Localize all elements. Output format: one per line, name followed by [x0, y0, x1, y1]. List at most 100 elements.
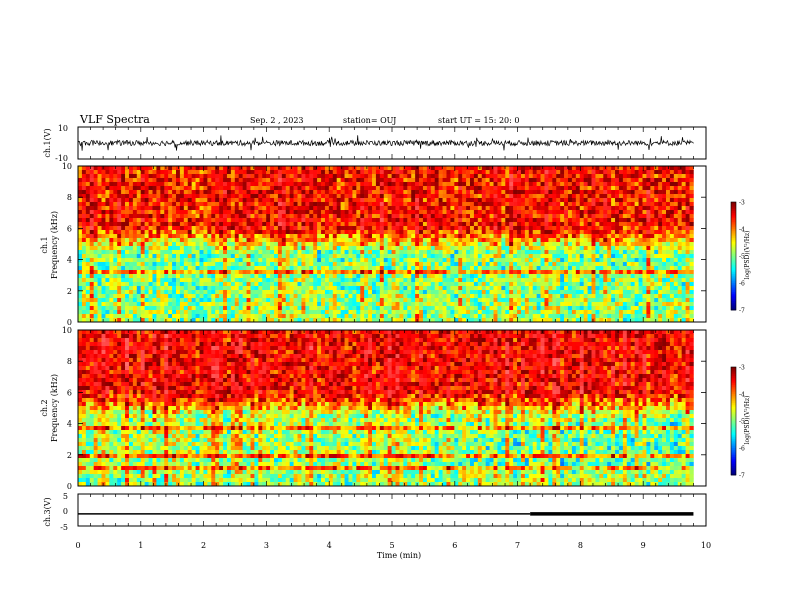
spectrogram-cell: [466, 210, 471, 215]
spectrogram-cell: [634, 258, 639, 263]
spectrogram-cell: [297, 274, 302, 279]
spectrogram-cell: [450, 242, 455, 247]
spectrogram-cell: [191, 234, 196, 239]
spectrogram-cell: [658, 190, 663, 195]
spectrogram-cell: [328, 278, 334, 283]
spectrogram-cell: [168, 170, 173, 175]
spectrogram-cell: [642, 226, 647, 231]
spectrogram-cell: [195, 182, 200, 187]
spectrogram-cell: [156, 278, 161, 283]
spectrogram-cell: [187, 258, 192, 263]
spectrogram-cell: [615, 238, 620, 243]
spectrogram-cell: [407, 250, 412, 255]
spectrogram-cell: [258, 250, 263, 255]
spectrogram-cell: [375, 278, 381, 283]
spectrogram-cell: [187, 266, 192, 271]
spectrogram-cell: [136, 182, 142, 187]
spectrogram-cell: [560, 242, 565, 247]
spectrogram-cell: [125, 246, 130, 251]
spectrogram-cell: [207, 194, 212, 199]
spectrogram-cell: [219, 170, 224, 175]
spectrogram-cell: [289, 286, 294, 291]
spectrogram-cell: [450, 230, 455, 235]
spectrogram-cell: [481, 226, 486, 231]
spectrogram-cell: [556, 270, 561, 275]
spectrogram-cell: [375, 198, 381, 203]
spectrogram-cell: [618, 194, 624, 199]
spectrogram-cell: [450, 274, 455, 279]
spectrogram-cell: [473, 198, 479, 203]
spectrogram-cell: [411, 206, 416, 211]
spectrogram-cell: [305, 262, 310, 267]
spectrogram-cell: [434, 214, 439, 219]
spectrogram-cell: [446, 186, 451, 191]
spectrogram-cell: [223, 242, 228, 247]
spectrogram-cell: [560, 266, 565, 271]
spectrogram-cell: [383, 274, 388, 279]
spectrogram-cell: [599, 238, 604, 243]
spectrogram-cell: [289, 242, 294, 247]
spectrogram-cell: [681, 270, 686, 275]
spectrogram-cell: [328, 270, 334, 275]
spectrogram-cell: [266, 230, 271, 235]
spectrogram-cell: [348, 166, 353, 171]
spectrogram-cell: [689, 266, 694, 271]
spectrogram-cell: [434, 218, 439, 223]
spectrogram-cell: [195, 166, 200, 171]
spectrogram-cell: [642, 238, 647, 243]
spectrogram-cell: [685, 210, 690, 215]
spectrogram-cell: [505, 182, 510, 187]
spectrogram-cell: [238, 210, 243, 215]
spectrogram-cell: [622, 206, 628, 211]
spectrogram-cell: [172, 182, 177, 187]
spectrogram-cell: [215, 202, 220, 207]
spectrogram-cell: [536, 222, 541, 227]
spectrogram-cell: [681, 218, 686, 223]
spectrogram-cell: [564, 278, 569, 283]
spectrogram-cell: [281, 194, 287, 199]
spectrogram-cell: [313, 226, 318, 231]
spectrogram-cell: [215, 214, 220, 219]
spectrogram-cell: [571, 186, 577, 191]
spectrogram-cell: [285, 190, 290, 195]
spectrogram-cell: [309, 270, 314, 275]
spectrogram-cell: [583, 170, 588, 175]
spectrogram-cell: [473, 178, 479, 183]
spectrogram-cell: [270, 210, 275, 215]
spectrogram-cell: [658, 226, 663, 231]
spectrogram-cell: [242, 290, 247, 295]
spectrogram-cell: [78, 242, 83, 247]
spectrogram-cell: [411, 250, 416, 255]
spectrogram-cell: [575, 226, 581, 231]
spectrogram-cell: [250, 210, 255, 215]
spectrogram-cell: [364, 182, 369, 187]
spectrogram-cell: [309, 286, 314, 291]
spectrogram-cell: [485, 190, 490, 195]
spectrogram-cell: [399, 266, 404, 271]
spectrogram-cell: [266, 214, 271, 219]
spectrogram-cell: [615, 226, 620, 231]
spectrogram-cell: [113, 186, 118, 191]
spectrogram-cell: [583, 258, 588, 263]
spectrogram-cell: [250, 266, 255, 271]
spectrogram-cell: [132, 258, 138, 263]
spectrogram-cell: [191, 278, 196, 283]
spectrogram-cell: [517, 286, 522, 291]
spectrogram-cell: [485, 182, 490, 187]
spectrogram-cell: [450, 258, 455, 263]
spectrogram-cell: [156, 262, 161, 267]
spectrogram-cell: [669, 238, 675, 243]
spectrogram-cell: [583, 230, 588, 235]
spectrogram-cell: [442, 254, 447, 259]
spectrogram-cell: [383, 178, 388, 183]
spectrogram-cell: [277, 258, 283, 263]
spectrogram-cell: [548, 190, 553, 195]
spectrogram-cell: [270, 230, 275, 235]
spectrogram-cell: [293, 226, 298, 231]
spectrogram-cell: [226, 170, 232, 175]
spectrogram-cell: [85, 222, 91, 227]
spectrogram-cell: [81, 226, 87, 231]
ch1-spec-ylabel-2: Frequency (kHz): [50, 211, 59, 279]
spectrogram-cell: [446, 278, 451, 283]
spectrogram-cell: [336, 182, 341, 187]
